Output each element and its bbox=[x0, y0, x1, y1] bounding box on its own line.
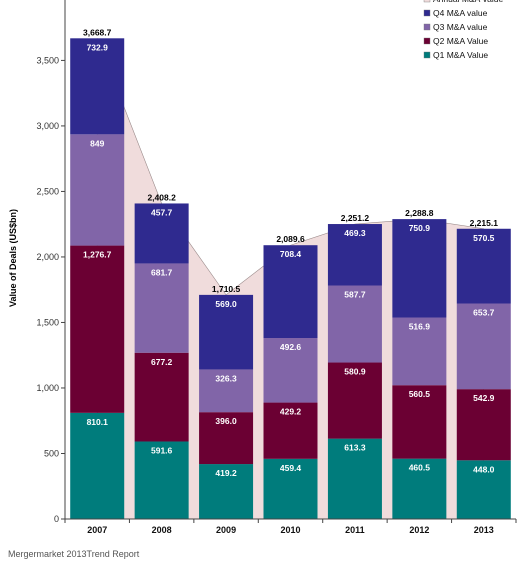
legend-entry-2: Q3 M&A value bbox=[433, 22, 488, 32]
legend-entry-4: Q1 M&A Value bbox=[433, 50, 488, 60]
bar-segment-2009-q4 bbox=[199, 294, 254, 370]
bar-segment-2007-q1 bbox=[70, 412, 125, 519]
bar-segment-2007-q4 bbox=[70, 38, 125, 135]
bar-segment-2010-q2 bbox=[263, 402, 318, 459]
x-tick-label-2008: 2008 bbox=[152, 525, 172, 535]
segment-label-2012-q3: 516.9 bbox=[409, 321, 431, 331]
segment-label-2013-q4: 570.5 bbox=[473, 233, 495, 243]
segment-label-2013-q2: 542.9 bbox=[473, 393, 495, 403]
segment-label-2008-q4: 457.7 bbox=[151, 207, 173, 217]
x-tick-label-2007: 2007 bbox=[87, 525, 107, 535]
total-label-2007: 3,668.7 bbox=[83, 27, 112, 37]
legend-swatch-4 bbox=[423, 51, 431, 59]
bar-segment-2013-q1 bbox=[456, 460, 511, 519]
segment-label-2012-q2: 560.5 bbox=[409, 389, 431, 399]
bar-segment-2012-q1 bbox=[392, 458, 447, 519]
segment-label-2011-q1: 613.3 bbox=[344, 443, 366, 453]
bar-segment-2009-q1 bbox=[199, 464, 254, 519]
segment-label-2007-q4: 732.9 bbox=[87, 42, 109, 52]
segment-label-2010-q2: 429.2 bbox=[280, 407, 302, 417]
legend-swatch-1 bbox=[423, 9, 431, 17]
segment-label-2010-q1: 459.4 bbox=[280, 463, 302, 473]
segment-label-2011-q3: 587.7 bbox=[344, 290, 366, 300]
bar-segment-2009-q2 bbox=[199, 412, 254, 465]
x-tick-label-2011: 2011 bbox=[345, 525, 365, 535]
segment-label-2010-q4: 708.4 bbox=[280, 249, 302, 259]
segment-label-2012-q1: 460.5 bbox=[409, 463, 431, 473]
segment-label-2013-q1: 448.0 bbox=[473, 464, 495, 474]
bar-segment-2013-q2 bbox=[456, 389, 511, 461]
segment-label-2008-q3: 681.7 bbox=[151, 267, 173, 277]
bar-segment-2010-q1 bbox=[263, 458, 318, 519]
segment-label-2010-q3: 492.6 bbox=[280, 342, 302, 352]
legend-swatch-0 bbox=[423, 0, 431, 3]
bar-segment-2011-q3 bbox=[327, 285, 382, 363]
total-label-2010: 2,089.6 bbox=[276, 234, 305, 244]
segment-label-2009-q4: 569.0 bbox=[215, 299, 237, 309]
y-axis-label: Value of Deals (US$bn) bbox=[8, 209, 18, 307]
legend-swatch-3 bbox=[423, 37, 431, 45]
total-label-2012: 2,288.8 bbox=[405, 208, 434, 218]
total-label-2011: 2,251.2 bbox=[341, 213, 370, 223]
y-tick-label-3000: 3,000 bbox=[36, 121, 59, 131]
x-tick-label-2010: 2010 bbox=[280, 525, 300, 535]
segment-label-2007-q2: 1,276.7 bbox=[83, 250, 112, 260]
segment-label-2007-q3: 849 bbox=[90, 138, 104, 148]
bar-segment-2009-q3 bbox=[199, 369, 254, 413]
segment-label-2009-q2: 396.0 bbox=[215, 416, 237, 426]
y-tick-label-1500: 1,500 bbox=[36, 317, 59, 327]
bar-segment-2010-q3 bbox=[263, 338, 318, 403]
y-tick-label-2500: 2,500 bbox=[36, 186, 59, 196]
labels-group: 810.1 1,276.7 849 732.9 3,668.7 2007 591.6 677.… bbox=[83, 27, 498, 535]
y-tick-label-3500: 3,500 bbox=[36, 55, 59, 65]
bar-segment-2012-q3 bbox=[392, 317, 447, 386]
bar-segment-2008-q1 bbox=[134, 441, 189, 519]
bar-segment-2007-q3 bbox=[70, 134, 125, 246]
bar-segment-2008-q3 bbox=[134, 263, 189, 353]
source-note: Mergermarket 2013Trend Report bbox=[8, 549, 140, 559]
x-tick-label-2009: 2009 bbox=[216, 525, 236, 535]
segment-label-2011-q2: 580.9 bbox=[344, 367, 366, 377]
segment-label-2013-q3: 653.7 bbox=[473, 308, 495, 318]
segment-label-2012-q4: 750.9 bbox=[409, 223, 431, 233]
bar-segment-2012-q4 bbox=[392, 219, 447, 318]
bar-segment-2011-q2 bbox=[327, 362, 382, 439]
x-tick-label-2012: 2012 bbox=[409, 525, 429, 535]
bar-segment-2013-q4 bbox=[456, 228, 511, 304]
segment-label-2011-q4: 469.3 bbox=[344, 228, 366, 238]
segment-label-2009-q3: 326.3 bbox=[215, 373, 237, 383]
legend-entry-3: Q2 M&A Value bbox=[433, 36, 488, 46]
segment-label-2007-q1: 810.1 bbox=[87, 417, 109, 427]
bars-group bbox=[70, 38, 511, 519]
bar-segment-2011-q1 bbox=[327, 438, 382, 519]
bar-segment-2008-q4 bbox=[134, 203, 189, 264]
segment-label-2008-q1: 591.6 bbox=[151, 445, 173, 455]
legend: Annual M&A Value Q4 M&A value Q3 M&A value… bbox=[423, 0, 504, 60]
bar-segment-2012-q2 bbox=[392, 385, 447, 459]
y-tick-label-500: 500 bbox=[44, 448, 59, 458]
legend-entry-0: Annual M&A Value bbox=[433, 0, 504, 4]
bar-segment-2013-q3 bbox=[456, 303, 511, 390]
bar-segment-2010-q4 bbox=[263, 245, 318, 339]
total-label-2008: 2,408.2 bbox=[147, 192, 176, 202]
legend-swatch-2 bbox=[423, 23, 431, 31]
bar-segment-2008-q2 bbox=[134, 352, 189, 442]
segment-label-2009-q1: 419.2 bbox=[215, 468, 237, 478]
axes-group: 0 500 1,000 1,500 2,000 2,500 3,000 3,500 bbox=[36, 0, 517, 524]
y-tick-label-1000: 1,000 bbox=[36, 383, 59, 393]
total-label-2009: 1,710.5 bbox=[212, 284, 241, 294]
y-tick-label-2000: 2,000 bbox=[36, 252, 59, 262]
legend-entry-1: Q4 M&A value bbox=[433, 8, 488, 18]
x-tick-label-2013: 2013 bbox=[474, 525, 494, 535]
bar-segment-2011-q4 bbox=[327, 224, 382, 286]
total-label-2013: 2,215.1 bbox=[470, 218, 499, 228]
bar-segment-2007-q2 bbox=[70, 245, 125, 413]
y-tick-label-0: 0 bbox=[54, 514, 59, 524]
segment-label-2008-q2: 677.2 bbox=[151, 357, 173, 367]
